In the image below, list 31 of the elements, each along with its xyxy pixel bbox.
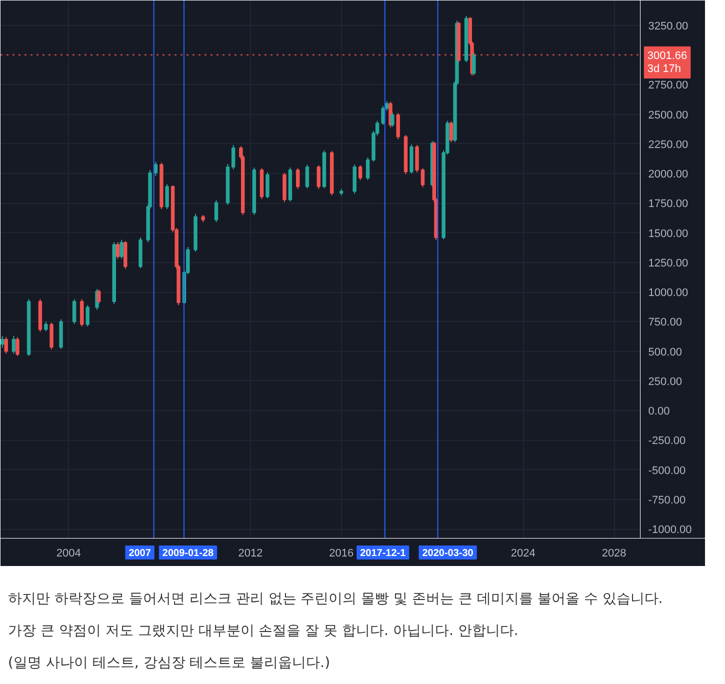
ref-line-label: 2009-01-28 (162, 548, 214, 559)
y-tick-label: -250.00 (648, 435, 686, 448)
y-tick-label: 3250.00 (648, 20, 688, 32)
y-tick-label: 1250.00 (648, 257, 688, 270)
y-tick-label: 2500.00 (648, 109, 688, 122)
y-tick-label: 0.00 (648, 406, 670, 418)
text: 하지만 하락장으로 들어서면 리스크 관리 없는 주린이의 몰빵 및 존버는 큰 데미지를 불어올 수 있습니다. (8, 590, 663, 609)
y-tick-label: -750.00 (648, 494, 686, 506)
y-tick-label: 500.00 (648, 346, 682, 358)
text: (일명 사나이 테스트, 강심장 테스트로 불리웁니다.) (8, 654, 332, 673)
x-tick-label: 2028 (602, 548, 626, 560)
ref-line-label: 2020-03-30 (422, 548, 474, 559)
y-tick-label: 2250.00 (648, 138, 688, 151)
x-tick-label: 2024 (510, 548, 536, 560)
ref-line-label: 2007 (128, 548, 152, 559)
text: 가장 큰 약점이 저도 그랬지만 대부분이 손절을 잘 못 합니다. 아닙니다. 안합니다. (8, 622, 520, 641)
x-tick-label: 2016 (329, 548, 354, 560)
y-tick-label: -1000.00 (648, 524, 692, 536)
x-tick-label: 2012 (238, 548, 263, 560)
ref-line-label: 3001.66 (647, 50, 688, 62)
y-tick-label: 2750.00 (648, 80, 688, 92)
y-tick-label: 1500.00 (648, 228, 688, 240)
y-tick-label: 1750.00 (648, 198, 688, 210)
y-tick-label: -500.00 (648, 464, 686, 477)
y-tick-label: 1000.00 (648, 287, 688, 300)
ref-line-label: 2017-12-1 (360, 548, 406, 559)
text: 3d 17h (647, 63, 682, 76)
y-tick-label: 750.00 (648, 316, 682, 329)
y-tick-label: 2000.00 (648, 168, 688, 181)
y-tick-label: 250.00 (648, 376, 682, 388)
x-tick-label: 2004 (56, 548, 81, 560)
